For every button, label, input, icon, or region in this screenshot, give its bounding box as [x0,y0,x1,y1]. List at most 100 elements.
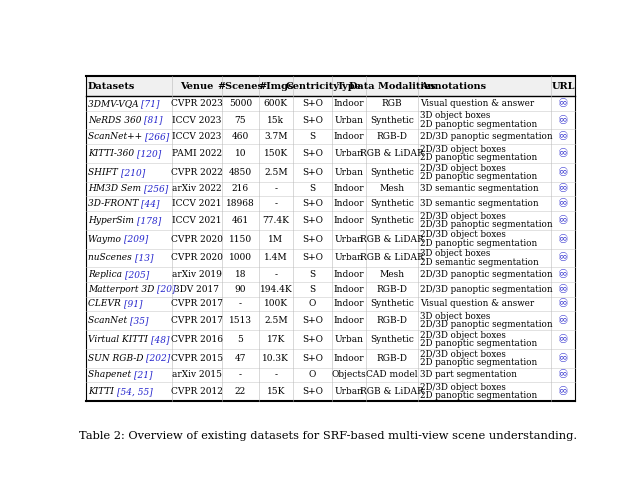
Bar [86,76,575,96]
Text: nuScenes: nuScenes [88,253,134,262]
Text: 2D panoptic segmentation: 2D panoptic segmentation [420,153,537,162]
Text: Annotations: Annotations [420,81,486,90]
Text: [71]: [71] [141,99,160,108]
Text: 2D/3D object boxes: 2D/3D object boxes [420,350,506,359]
Text: ♾: ♾ [558,214,568,227]
Text: [35]: [35] [130,316,148,325]
Text: CVPR 2023: CVPR 2023 [171,99,223,108]
Text: 10: 10 [234,149,246,158]
Text: S+O: S+O [302,253,323,262]
Text: Synthetic: Synthetic [370,168,414,177]
Text: [13]: [13] [134,253,153,262]
Text: 3D semantic segmentation: 3D semantic segmentation [420,199,539,208]
Text: O: O [309,370,316,379]
Text: [48]: [48] [150,335,169,344]
Text: 1M: 1M [268,235,284,244]
Text: [266]: [266] [145,132,169,141]
Text: ♾: ♾ [558,385,568,398]
Text: 77.4K: 77.4K [262,216,289,225]
Text: 75: 75 [234,115,246,125]
Text: [81]: [81] [144,115,163,125]
Text: Data Modalities: Data Modalities [349,81,436,90]
Text: [120]: [120] [137,149,161,158]
Text: 3D part segmentation: 3D part segmentation [420,370,517,379]
Text: 2.5M: 2.5M [264,316,288,325]
Text: 150K: 150K [264,149,288,158]
Text: S+O: S+O [302,199,323,208]
Text: CVPR 2020: CVPR 2020 [171,235,223,244]
Text: 3D semantic segmentation: 3D semantic segmentation [420,185,539,194]
Text: Venue: Venue [180,81,214,90]
Text: 2D panoptic segmentation: 2D panoptic segmentation [420,120,537,129]
Text: ICCV 2021: ICCV 2021 [172,216,221,225]
Text: 194.4K: 194.4K [259,285,292,294]
Text: 17K: 17K [267,335,285,344]
Text: ♾: ♾ [558,297,568,310]
Text: -: - [275,185,277,194]
Text: Synthetic: Synthetic [370,115,414,125]
Text: KITTI: KITTI [88,387,116,396]
Text: 2D panoptic segmentation: 2D panoptic segmentation [420,239,537,248]
Text: ♾: ♾ [558,352,568,365]
Text: S: S [310,270,316,279]
Text: 461: 461 [232,216,249,225]
Text: ♾: ♾ [558,368,568,381]
Text: 2D semantic segmentation: 2D semantic segmentation [420,257,539,266]
Text: Urban: Urban [335,235,364,244]
Text: RGB & LiDAR: RGB & LiDAR [360,253,424,262]
Text: ♾: ♾ [558,197,568,210]
Text: Synthetic: Synthetic [370,199,414,208]
Text: 2D/3D panoptic segmentation: 2D/3D panoptic segmentation [420,320,552,329]
Text: Synthetic: Synthetic [370,299,414,308]
Text: O: O [309,299,316,308]
Text: ♾: ♾ [558,97,568,110]
Text: CVPR 2012: CVPR 2012 [171,387,223,396]
Text: 15K: 15K [267,387,285,396]
Text: HM3D Sem: HM3D Sem [88,185,144,194]
Text: Indoor: Indoor [334,316,365,325]
Text: Visual question & answer: Visual question & answer [420,99,534,108]
Text: [202]: [202] [147,354,171,363]
Text: RGB: RGB [382,99,403,108]
Text: Indoor: Indoor [334,354,365,363]
Text: S+O: S+O [302,235,323,244]
Text: 5000: 5000 [228,99,252,108]
Text: Urban: Urban [335,335,364,344]
Text: ♾: ♾ [558,314,568,327]
Text: Indoor: Indoor [334,185,365,194]
Text: S+O: S+O [302,354,323,363]
Text: Indoor: Indoor [334,132,365,141]
Text: 3D object boxes: 3D object boxes [420,250,490,258]
Text: [210]: [210] [120,168,145,177]
Text: Urban: Urban [335,168,364,177]
Text: CAD model: CAD model [367,370,418,379]
Text: RGB & LiDAR: RGB & LiDAR [360,387,424,396]
Text: Shapenet: Shapenet [88,370,134,379]
Text: S: S [310,285,316,294]
Text: [54, 55]: [54, 55] [116,387,152,396]
Text: 3D-FRONT: 3D-FRONT [88,199,141,208]
Text: ♾: ♾ [558,147,568,160]
Text: CVPR 2022: CVPR 2022 [171,168,223,177]
Text: 3DV 2017: 3DV 2017 [174,285,220,294]
Text: PAMI 2022: PAMI 2022 [172,149,222,158]
Text: Virtual KITTI: Virtual KITTI [88,335,150,344]
Text: S+O: S+O [302,149,323,158]
Text: [205]: [205] [125,270,149,279]
Text: Urban: Urban [335,115,364,125]
Text: 47: 47 [234,354,246,363]
Text: 2D panoptic segmentation: 2D panoptic segmentation [420,172,537,181]
Text: arXiv 2019: arXiv 2019 [172,270,221,279]
Text: 2D/3D object boxes: 2D/3D object boxes [420,231,506,240]
Text: ♾: ♾ [558,333,568,346]
Text: 100K: 100K [264,299,288,308]
Text: S+O: S+O [302,115,323,125]
Text: 2D panoptic segmentation: 2D panoptic segmentation [420,339,537,348]
Text: ♾: ♾ [558,268,568,281]
Text: NeRDS 360: NeRDS 360 [88,115,144,125]
Text: URL: URL [551,81,575,90]
Text: 2D/3D object boxes: 2D/3D object boxes [420,212,506,221]
Text: 4850: 4850 [228,168,252,177]
Text: 2D/3D object boxes: 2D/3D object boxes [420,145,506,154]
Text: -: - [275,270,277,279]
